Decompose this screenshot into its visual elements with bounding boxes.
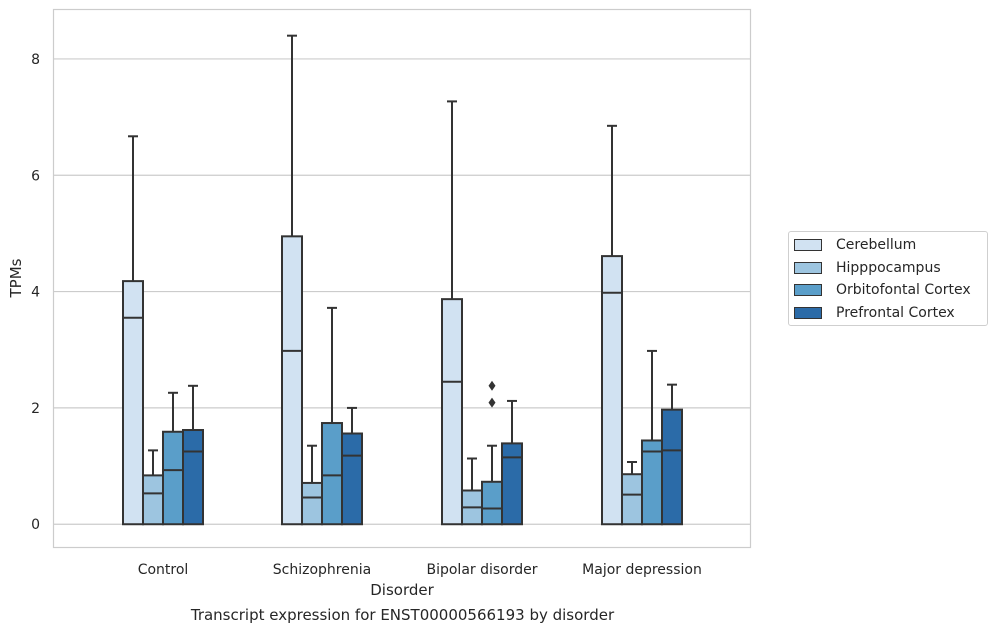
legend-item-prefrontal-cortex: Prefrontal Cortex — [794, 303, 955, 323]
box-orbitofontal-cortex — [321, 306, 343, 526]
box-orbitofontal-cortex — [162, 391, 184, 526]
box-prefrontal-cortex — [341, 406, 363, 526]
legend-swatch-hippocampus — [794, 262, 822, 274]
box-groups — [122, 34, 683, 526]
box-cerebellum — [601, 124, 623, 526]
x-tick-label: Schizophrenia — [273, 562, 371, 578]
legend-label: Hipppocampus — [836, 260, 941, 276]
box-prefrontal-cortex — [661, 383, 683, 526]
legend-item-orbitofrontal-cortex: Orbitofontal Cortex — [794, 280, 971, 300]
box-prefrontal-cortex — [501, 399, 523, 526]
box-cerebellum — [122, 135, 144, 526]
iqr-box — [441, 298, 463, 526]
iqr-box — [281, 235, 303, 526]
box-hipppocampus — [301, 444, 323, 526]
iqr-box — [601, 255, 623, 526]
iqr-box — [621, 473, 643, 526]
y-tick-label: 2 — [31, 401, 40, 417]
iqr-box — [301, 481, 323, 526]
iqr-box — [321, 422, 343, 526]
box-orbitofontal-cortex — [481, 380, 503, 526]
axis-ticks: 0 2 4 6 8 Control Schizophrenia Bipolar disorde… — [31, 52, 702, 578]
iqr-box — [162, 430, 184, 526]
iqr-box — [122, 280, 144, 526]
legend-label: Prefrontal Cortex — [836, 305, 955, 321]
legend-swatch-cerebellum — [794, 239, 822, 251]
legend-swatch-prefrontal-cortex — [794, 307, 822, 319]
box-prefrontal-cortex — [182, 384, 204, 526]
legend-item-hippocampus: Hipppocampus — [794, 258, 941, 278]
box-cerebellum — [441, 100, 463, 526]
x-tick-label: Major depression — [582, 562, 702, 578]
iqr-box — [641, 439, 663, 526]
y-tick-label: 6 — [31, 168, 40, 184]
x-tick-label: Control — [138, 562, 189, 578]
y-tick-label: 8 — [31, 52, 40, 68]
y-axis-label: TPMs — [7, 258, 25, 298]
iqr-box — [142, 474, 164, 526]
legend: Cerebellum Hipppocampus Orbitofontal Cor… — [788, 231, 988, 326]
y-tick-label: 0 — [31, 517, 40, 533]
outlier-marker — [488, 397, 496, 408]
legend-item-cerebellum: Cerebellum — [794, 235, 916, 255]
box-orbitofontal-cortex — [641, 349, 663, 526]
iqr-box — [481, 480, 503, 526]
outlier-marker — [488, 380, 496, 391]
iqr-box — [341, 432, 363, 526]
x-axis-label: Disorder — [370, 581, 434, 599]
legend-label: Orbitofontal Cortex — [836, 282, 971, 298]
box-cerebellum — [281, 34, 303, 526]
legend-swatch-orbitofrontal-cortex — [794, 284, 822, 296]
iqr-box — [661, 408, 683, 526]
box-hipppocampus — [142, 449, 164, 526]
iqr-box — [182, 429, 204, 526]
x-tick-label: Bipolar disorder — [426, 562, 537, 578]
y-tick-label: 4 — [31, 285, 40, 301]
iqr-box — [501, 442, 523, 526]
figure-caption: Transcript expression for ENST0000056619… — [190, 606, 615, 624]
legend-label: Cerebellum — [836, 237, 917, 253]
